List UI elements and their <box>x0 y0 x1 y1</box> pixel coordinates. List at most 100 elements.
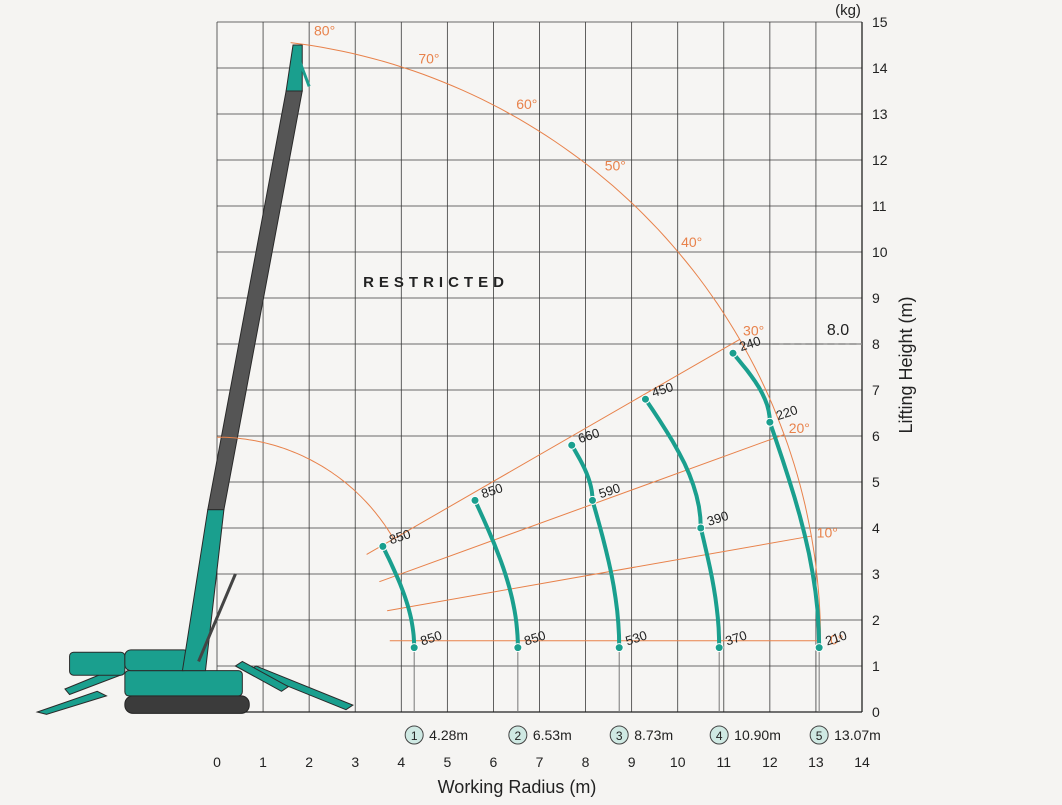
y-axis-label: Lifting Height (m) <box>896 296 916 433</box>
crawler-track <box>124 695 250 714</box>
angle-label: 20° <box>789 420 810 436</box>
angle-label: 0° <box>830 632 843 648</box>
y-tick-label: 6 <box>872 428 880 444</box>
capacity-point <box>513 643 523 653</box>
capacity-label: 660 <box>576 425 601 446</box>
restricted-label: RESTRICTED <box>363 274 509 291</box>
angle-line-10 <box>387 535 812 612</box>
radius-number-badge <box>609 725 629 745</box>
y-tick-label: 13 <box>872 106 888 122</box>
radius-number-badge <box>709 725 729 745</box>
capacity-point <box>728 348 738 358</box>
capacity-point <box>567 440 577 450</box>
capacity-label: 850 <box>418 627 443 648</box>
radius-number-badge <box>508 725 528 745</box>
radius-number-badge <box>809 725 829 745</box>
x-tick-label: 6 <box>490 754 498 770</box>
outer-envelope-arc <box>290 42 821 641</box>
radius-number-badge <box>404 725 424 745</box>
max-height-label: 8.0 <box>827 322 849 339</box>
capacity-label: 370 <box>723 627 748 648</box>
capacity-label: 240 <box>737 333 762 354</box>
angle-line-20 <box>379 434 785 583</box>
capacity-point <box>614 643 624 653</box>
radius-value-label: 8.73m <box>634 727 673 743</box>
capacity-curve-1 <box>380 544 417 650</box>
x-tick-label: 14 <box>854 754 870 770</box>
radius-number: 5 <box>816 729 823 743</box>
x-tick-label: 7 <box>536 754 544 770</box>
radius-value-label: 10.90m <box>734 727 781 743</box>
radius-value-label: 13.07m <box>834 727 881 743</box>
x-tick-label: 9 <box>628 754 636 770</box>
hook-sheave <box>293 49 311 87</box>
capacity-point <box>814 643 824 653</box>
angle-label: 10° <box>817 524 838 540</box>
capacity-label: 220 <box>774 402 799 423</box>
y-tick-label: 14 <box>872 60 888 76</box>
angle-lines: 0° 10° 20° 30° 40° 50° 60° 70° 80° <box>217 22 843 648</box>
capacity-point <box>765 417 775 427</box>
text-labels: RESTRICTED (kg) Working Radius (m) Lifti… <box>363 2 916 797</box>
x-axis-label: Working Radius (m) <box>438 777 597 797</box>
y-tick-label: 0 <box>872 704 880 720</box>
x-tick-label: 0 <box>213 754 221 770</box>
carrier-body <box>124 670 243 697</box>
y-tick-label: 4 <box>872 520 880 536</box>
engine-cover <box>124 649 190 672</box>
y-tick-label: 12 <box>872 152 888 168</box>
capacity-point <box>587 495 597 505</box>
capacity-label: 450 <box>650 379 675 400</box>
angle-label: 40° <box>681 234 702 250</box>
angle-label: 50° <box>605 158 626 174</box>
y-tick-label: 1 <box>872 658 880 674</box>
x-tick-label: 8 <box>582 754 590 770</box>
x-tick-label: 11 <box>717 754 732 770</box>
capacity-label: 850 <box>479 480 504 501</box>
capacity-curve-2 <box>473 498 520 650</box>
radius-value-label: 6.53m <box>533 727 572 743</box>
capacity-label: 390 <box>705 508 730 529</box>
capacity-point <box>378 541 388 551</box>
capacity-point <box>470 495 480 505</box>
y-tick-label: 3 <box>872 566 880 582</box>
capacity-point <box>714 643 724 653</box>
x-tick-label: 12 <box>762 754 778 770</box>
y-tick-label: 11 <box>872 198 887 214</box>
luffing-cylinder <box>197 573 237 662</box>
x-tick-label: 1 <box>259 754 267 770</box>
grid: 0 1 2 3 4 5 6 7 8 9 10 11 12 13 1401234567891011121314… <box>213 14 888 770</box>
x-tick-label: 10 <box>670 754 686 770</box>
x-tick-label: 13 <box>808 754 824 770</box>
x-tick-label: 5 <box>443 754 451 770</box>
angle-label: 30° <box>743 322 764 338</box>
capacity-point <box>696 523 706 533</box>
y-tick-label: 7 <box>872 382 880 398</box>
capacity-label: 850 <box>387 526 412 547</box>
radius-number: 1 <box>411 729 418 743</box>
capacity-label: 530 <box>623 627 648 648</box>
angle-line-30 <box>366 338 740 555</box>
x-tick-label: 2 <box>305 754 313 770</box>
capacity-label: 210 <box>823 627 848 648</box>
angle-label: 80° <box>314 22 335 38</box>
front-outrigger-left <box>35 690 108 715</box>
angle-label: 70° <box>418 50 439 66</box>
y-tick-label: 8 <box>872 336 880 352</box>
y-tick-label: 2 <box>872 612 880 628</box>
capacity-point <box>640 394 650 404</box>
unit-label: (kg) <box>835 2 861 19</box>
radius-number: 3 <box>616 729 623 743</box>
operator-panel <box>69 651 126 676</box>
crane-illustration <box>35 44 354 715</box>
y-tick-label: 9 <box>872 290 880 306</box>
angle-label: 60° <box>516 96 537 112</box>
rear-outrigger-arm <box>234 660 290 692</box>
inner-envelope-arc <box>217 436 395 540</box>
x-tick-label: 4 <box>397 754 405 770</box>
radius-number: 2 <box>515 729 522 743</box>
y-tick-label: 15 <box>872 14 888 30</box>
